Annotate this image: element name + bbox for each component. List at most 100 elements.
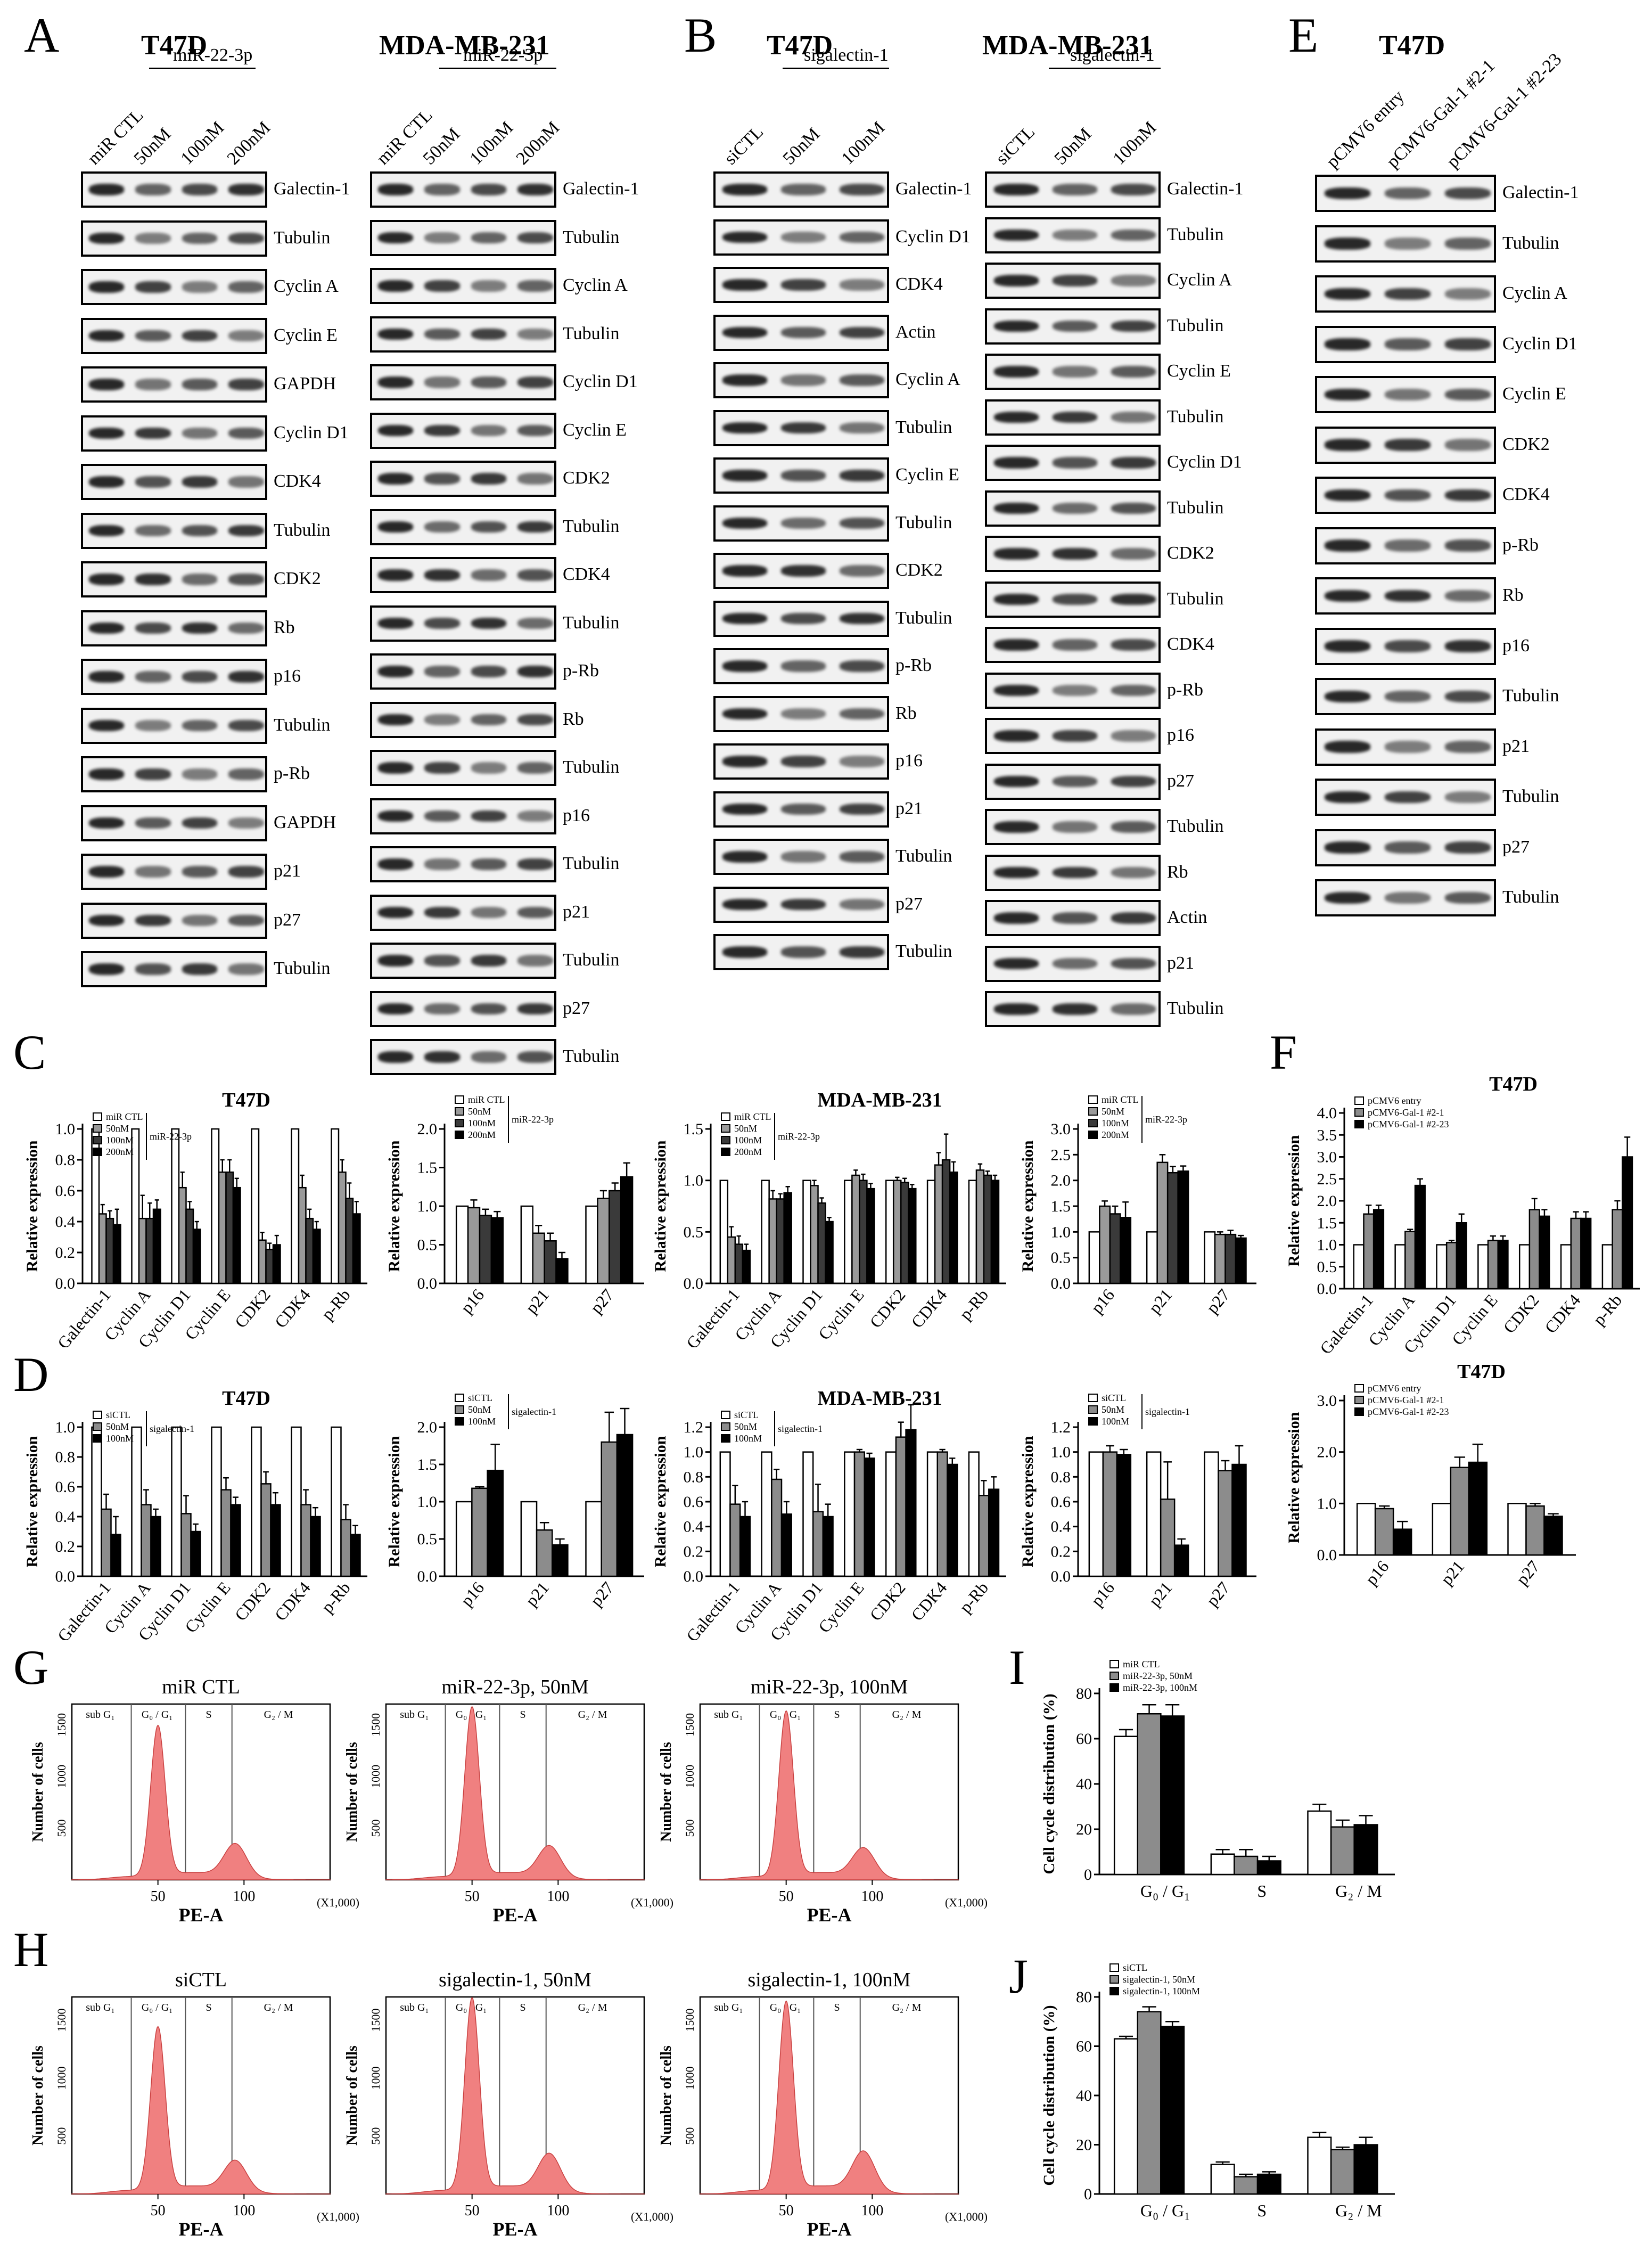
protein-band [135, 525, 171, 537]
blot-strip [370, 509, 556, 545]
x-tick-label: CDK2 [231, 1285, 274, 1331]
protein-band [781, 470, 826, 481]
protein-band [994, 275, 1039, 286]
y-tick-label: 80 [1076, 1685, 1092, 1702]
protein-band [994, 548, 1039, 560]
chart-title: MDA-MB-231 [817, 1092, 942, 1111]
gate-label: G₂ / M [892, 2002, 922, 2013]
histogram-area [385, 1706, 645, 1880]
gate-label: S [834, 1709, 840, 1721]
legend-label: pCMV6 entry [1368, 1383, 1421, 1394]
legend-swatch [455, 1405, 464, 1414]
bar [1543, 1516, 1563, 1556]
legend-label: miR CTL [468, 1094, 505, 1105]
legend-swatch [93, 1124, 102, 1133]
lane-group-line [1049, 68, 1161, 69]
blot-protein-label: p-Rb [895, 656, 932, 675]
protein-band [377, 521, 413, 533]
blot-protein-label: CDK2 [274, 569, 321, 588]
bar [719, 1451, 731, 1577]
legend-label: sigalectin-1, 100nM [1123, 1986, 1200, 1996]
protein-band [228, 330, 264, 342]
blot-strip [81, 610, 267, 646]
protein-band [1324, 288, 1370, 300]
protein-band [517, 762, 553, 774]
protein-band [781, 422, 826, 434]
protein-band [517, 280, 553, 292]
blot-protein-label: Cyclin E [1502, 384, 1566, 404]
y-tick-label: 500 [369, 1819, 382, 1837]
protein-band [1111, 684, 1156, 697]
bar [1477, 1244, 1489, 1290]
protein-band [994, 912, 1039, 924]
bar [1307, 2136, 1332, 2195]
protein-band [994, 502, 1039, 514]
panel-label-d: D [13, 1347, 49, 1402]
y-tick-label: 0 [1084, 1866, 1092, 1884]
bar [780, 1513, 792, 1577]
legend-swatch [1109, 1672, 1119, 1680]
legend-group-label: miR-22-3p [150, 1131, 192, 1142]
protein-band [1111, 275, 1156, 286]
legend-swatch [1354, 1407, 1364, 1416]
bar [719, 1180, 729, 1284]
bar [1160, 1499, 1176, 1577]
protein-band [1053, 457, 1097, 469]
protein-band [781, 708, 826, 720]
bar [150, 1516, 161, 1577]
protein-band [182, 671, 217, 683]
protein-band [1053, 320, 1097, 332]
x-tick-label: 100 [547, 1888, 569, 1905]
x-tick-label: CDK4 [271, 1578, 314, 1624]
protein-band [228, 866, 264, 878]
y-tick-label: 0.5 [417, 1237, 438, 1254]
blot-strip [81, 659, 267, 695]
y-tick-label: 3.0 [1051, 1120, 1071, 1138]
legend-group-label: sigalectin-1 [778, 1423, 823, 1434]
blot-protein-label: Galectin-1 [274, 179, 350, 199]
y-tick-label: 1500 [369, 1713, 382, 1737]
y-axis-label: Number of cells [30, 2045, 46, 2146]
protein-band [228, 184, 264, 195]
legend-label: 100nM [468, 1118, 496, 1128]
protein-band [1111, 821, 1156, 833]
protein-band [781, 851, 826, 863]
protein-band [1111, 593, 1156, 605]
x-tick-label: p21 [522, 1285, 553, 1317]
lane-label: pCMV6-Gal-1 #2-1 [1383, 55, 1499, 172]
protein-band [182, 184, 217, 195]
bar [885, 1180, 894, 1284]
bar [310, 1516, 321, 1577]
protein-band [228, 379, 264, 390]
legend-label: 100nM [734, 1433, 762, 1444]
protein-band [1324, 238, 1370, 250]
gate-label: G₂ / M [892, 1709, 922, 1721]
protein-band [781, 756, 826, 767]
x-axis-label: PE-A [493, 1904, 538, 1926]
y-tick-label: 1.0 [1317, 1237, 1337, 1254]
histogram-area [385, 1996, 645, 2195]
protein-band [517, 1003, 553, 1015]
histogram-area [71, 2026, 331, 2195]
bar [180, 1513, 192, 1577]
protein-band [182, 914, 217, 927]
bar [1146, 1451, 1162, 1577]
y-tick-label: 3.0 [1317, 1149, 1337, 1166]
blot-protein-label: CDK4 [895, 274, 943, 294]
y-axis-label: Relative expression [1285, 1135, 1303, 1266]
blot-protein-label: Tubulin [1167, 406, 1224, 427]
protein-band [781, 898, 826, 911]
protein-band [1111, 457, 1156, 469]
protein-band [424, 1051, 460, 1063]
blot-strip [985, 217, 1161, 253]
bar [968, 1180, 977, 1284]
x-axis-unit: (X1,000) [317, 1896, 359, 1909]
protein-band [1053, 366, 1097, 378]
blot-protein-label: Rb [274, 617, 295, 637]
bar [802, 1180, 811, 1284]
protein-band [424, 955, 460, 967]
protein-band [1053, 275, 1097, 286]
blot-protein-label: CDK4 [1167, 634, 1214, 654]
blot-strip [81, 561, 267, 597]
chart-title: MDA-MB-231 [817, 1390, 942, 1410]
